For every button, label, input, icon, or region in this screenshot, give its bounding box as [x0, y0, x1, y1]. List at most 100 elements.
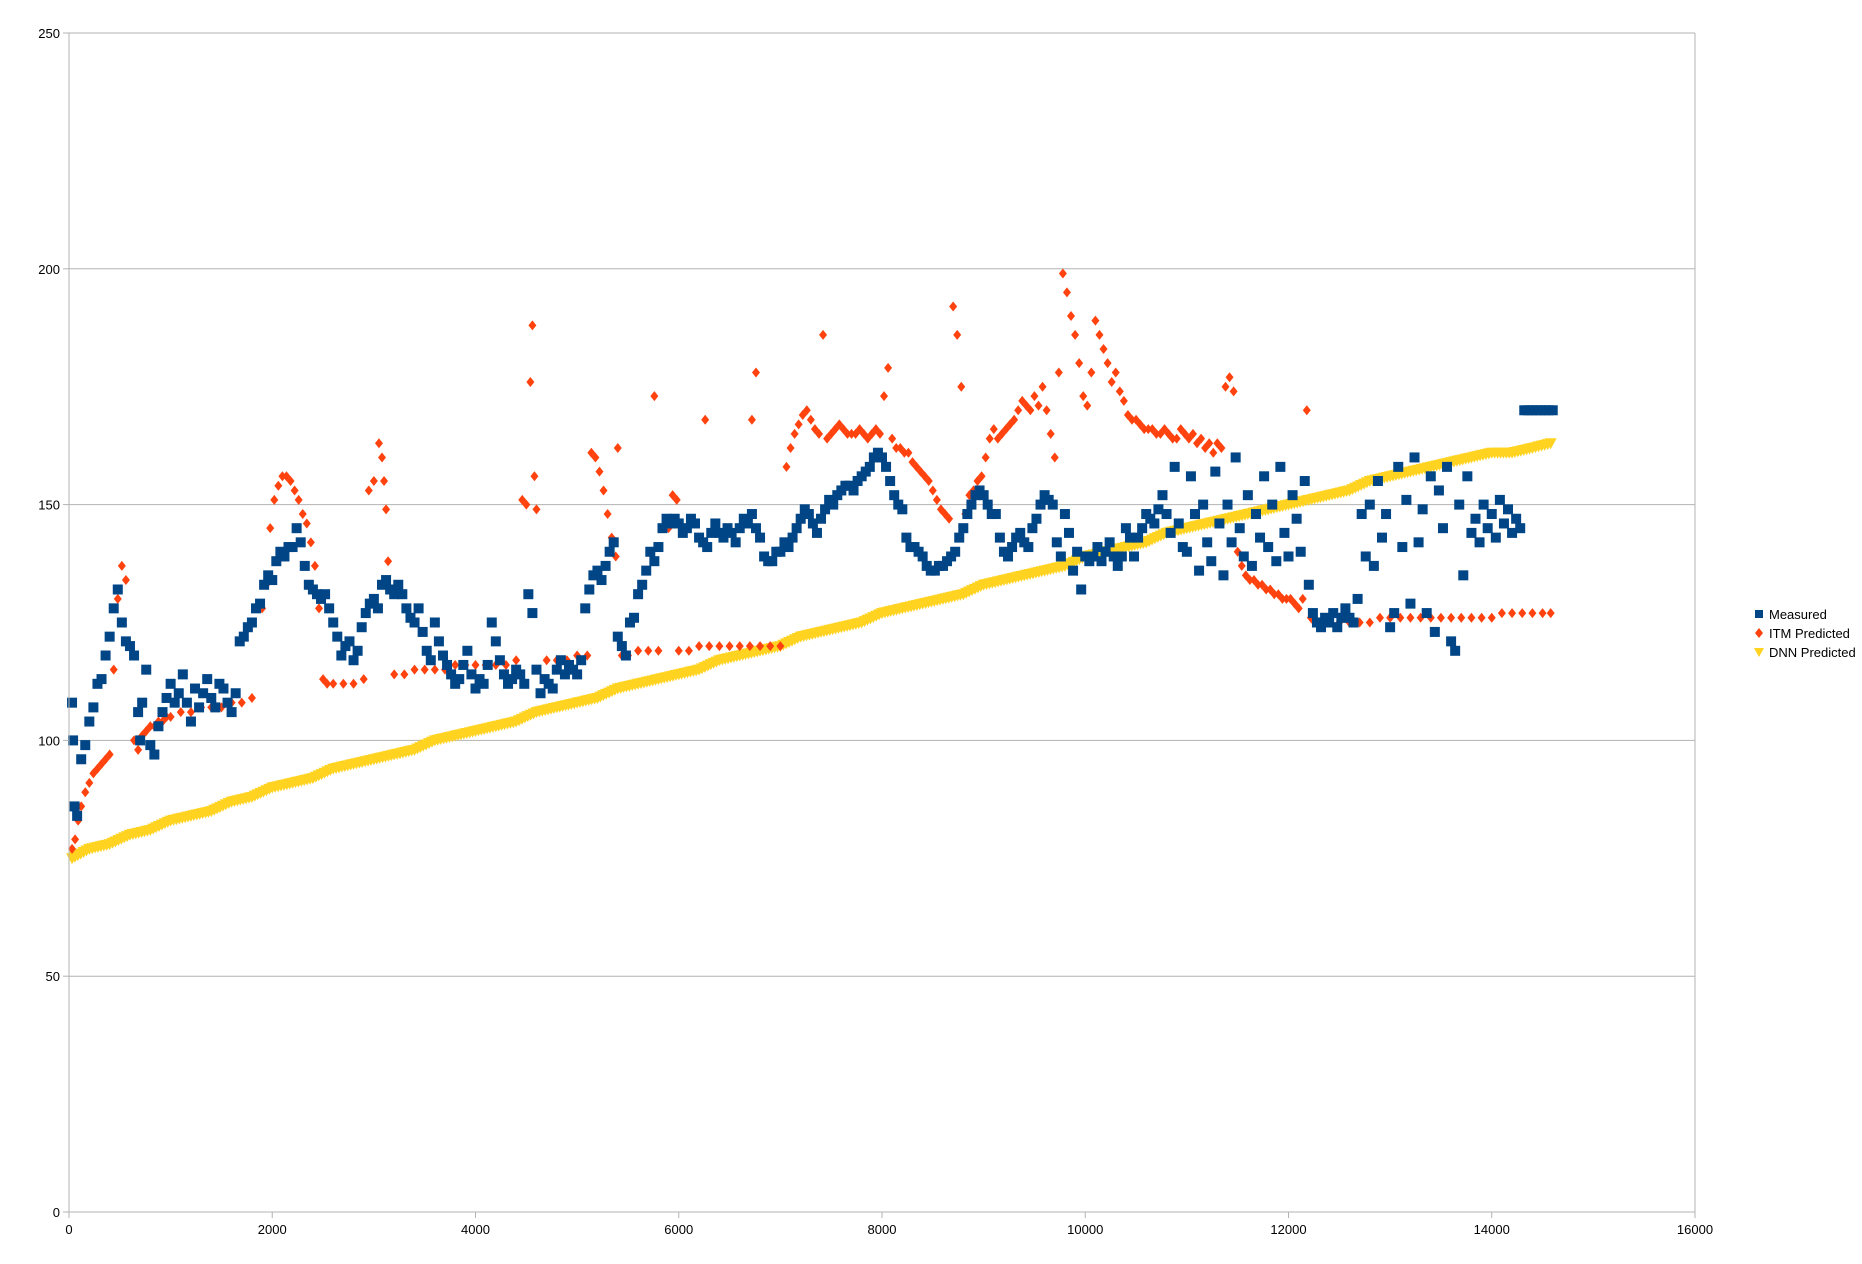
x-tick-label: 14000: [1474, 1222, 1510, 1237]
data-point: [950, 546, 961, 557]
data-point: [981, 452, 990, 463]
data-point: [482, 659, 493, 670]
data-point: [1466, 527, 1477, 538]
data-point: [892, 443, 901, 454]
data-point: [880, 391, 889, 402]
data-point: [359, 674, 368, 685]
data-point: [108, 603, 119, 614]
data-point: [420, 664, 429, 675]
data-point: [705, 641, 714, 652]
data-point: [1474, 537, 1485, 548]
data-point: [1417, 504, 1428, 515]
data-point: [1137, 523, 1148, 534]
data-point: [674, 645, 683, 656]
data-point: [1429, 626, 1440, 637]
data-point: [932, 494, 941, 505]
data-point: [649, 556, 660, 567]
data-point: [755, 532, 766, 543]
data-point: [279, 551, 290, 562]
data-point: [507, 674, 518, 685]
y-tick-label: 50: [46, 969, 60, 984]
data-point: [734, 523, 745, 534]
data-point: [684, 645, 693, 656]
data-point: [519, 678, 530, 689]
data-point: [1497, 608, 1506, 619]
data-point: [1091, 315, 1100, 326]
data-point: [1038, 381, 1047, 392]
data-point: [1375, 612, 1384, 623]
data-point: [1511, 513, 1522, 524]
data-point: [706, 527, 717, 538]
data-point: [360, 608, 371, 619]
data-point: [958, 523, 969, 534]
data-point: [194, 702, 205, 713]
data-point: [1119, 395, 1128, 406]
data-point: [535, 688, 546, 699]
data-point: [1087, 367, 1096, 378]
data-point: [397, 589, 408, 600]
data-point: [1168, 433, 1177, 444]
data-point: [1283, 551, 1294, 562]
data-point: [1546, 608, 1555, 619]
x-tick-label: 2000: [258, 1222, 287, 1237]
y-tick-label: 0: [53, 1205, 60, 1220]
data-point: [1067, 310, 1076, 321]
y-tick-label: 250: [38, 26, 60, 41]
data-point: [1030, 391, 1039, 402]
data-point: [603, 509, 612, 520]
data-point: [1226, 537, 1237, 548]
data-point: [1088, 551, 1099, 562]
data-point: [1447, 612, 1456, 623]
data-point: [634, 645, 643, 656]
data-point: [490, 636, 501, 647]
data-point: [1498, 518, 1509, 529]
data-point: [1348, 617, 1359, 628]
legend-label: Measured: [1769, 607, 1827, 622]
data-point: [1116, 551, 1127, 562]
data-point: [1246, 560, 1257, 571]
data-point: [1425, 471, 1436, 482]
data-point: [400, 669, 409, 680]
data-point: [523, 589, 534, 600]
data-point: [1165, 527, 1176, 538]
data-point: [202, 674, 213, 685]
data-point: [1436, 612, 1445, 623]
data-point: [470, 683, 481, 694]
data-point: [725, 641, 734, 652]
data-point: [1487, 612, 1496, 623]
data-point: [1111, 367, 1120, 378]
data-point: [410, 664, 419, 675]
data-point: [390, 669, 399, 680]
data-point: [644, 645, 653, 656]
data-point: [222, 697, 233, 708]
data-point: [756, 641, 765, 652]
data-point: [604, 546, 615, 557]
data-point: [701, 414, 710, 425]
data-point: [637, 579, 648, 590]
data-point: [989, 424, 998, 435]
data-point: [105, 749, 114, 760]
data-point: [551, 664, 562, 675]
data-point: [352, 645, 363, 656]
data-point: [1047, 499, 1058, 510]
data-point: [767, 556, 778, 567]
data-point: [949, 301, 958, 312]
data-point: [814, 428, 823, 439]
data-point: [1003, 551, 1014, 562]
data-point: [413, 603, 424, 614]
data-point: [323, 678, 332, 689]
data-point: [1462, 471, 1473, 482]
data-point: [1494, 494, 1505, 505]
data-point: [1103, 358, 1112, 369]
data-point: [1133, 532, 1144, 543]
data-point: [1336, 612, 1347, 623]
data-point: [190, 683, 201, 694]
data-point: [84, 716, 95, 727]
data-point: [1477, 612, 1486, 623]
data-point: [612, 631, 623, 642]
data-point: [1298, 593, 1307, 604]
data-point: [1356, 509, 1367, 520]
data-point: [71, 834, 80, 845]
data-point: [982, 499, 993, 510]
